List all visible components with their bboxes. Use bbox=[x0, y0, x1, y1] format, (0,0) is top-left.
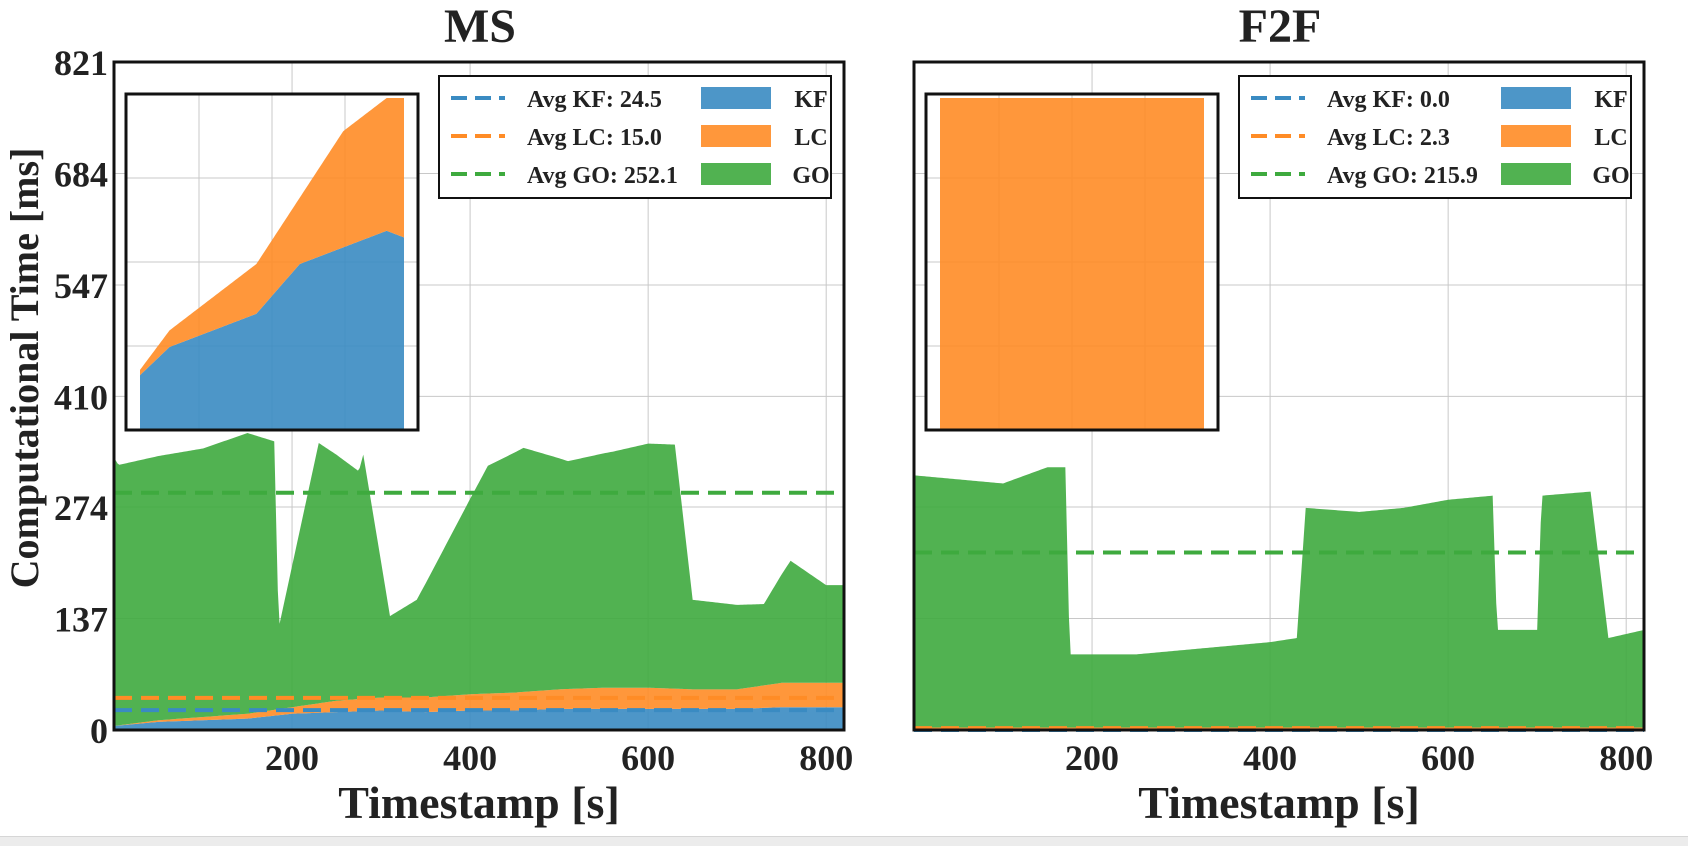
bottom-edge bbox=[0, 836, 1688, 846]
panel-ms: MS 0 137 274 410 547 684 821 200 400 600 800 Avg … bbox=[54, 0, 853, 828]
legend-series-label: GO bbox=[792, 163, 829, 189]
area-kf bbox=[114, 707, 844, 730]
legend-series-label: GO bbox=[1592, 163, 1629, 189]
legend-avg-label: Avg GO: 252.1 bbox=[527, 163, 678, 189]
y-tick-label: 547 bbox=[54, 266, 108, 306]
legend: Avg KF: 0.0 Avg LC: 2.3 Avg GO: 215.9 KF LC G… bbox=[1238, 75, 1632, 199]
x-tick-label: 200 bbox=[265, 738, 319, 778]
legend-avg-label: Avg KF: 0.0 bbox=[1327, 87, 1450, 113]
y-tick-label: 684 bbox=[54, 154, 108, 194]
legend-avg-label: Avg GO: 215.9 bbox=[1327, 163, 1478, 189]
inset-area-kf bbox=[140, 230, 404, 430]
x-tick-label: 600 bbox=[1421, 738, 1475, 778]
x-tick-labels: 200 400 600 800 bbox=[1065, 738, 1653, 778]
inset-zoom bbox=[124, 92, 420, 432]
legend-area-swatch bbox=[701, 87, 771, 109]
y-tick-label: 137 bbox=[54, 600, 108, 640]
x-axis-label: Timestamp [s] bbox=[1138, 777, 1420, 828]
legend-series-label: LC bbox=[794, 125, 827, 151]
area-go bbox=[114, 433, 844, 726]
x-tick-label: 400 bbox=[443, 738, 497, 778]
area-series bbox=[114, 433, 844, 730]
x-tick-label: 800 bbox=[799, 738, 853, 778]
x-tick-label: 800 bbox=[1599, 738, 1653, 778]
y-tick-labels: 0 137 274 410 547 684 821 bbox=[54, 43, 108, 751]
legend-avg-label: Avg LC: 2.3 bbox=[1327, 125, 1450, 151]
average-lines bbox=[114, 490, 844, 713]
legend-area-swatch bbox=[1501, 87, 1571, 109]
plot-frame bbox=[912, 60, 1646, 732]
x-tick-labels: 200 400 600 800 bbox=[265, 738, 853, 778]
legend-series-label: KF bbox=[794, 87, 827, 113]
legend-area-swatch bbox=[1501, 125, 1571, 147]
x-tick-label: 600 bbox=[621, 738, 675, 778]
y-tick-label: 410 bbox=[54, 377, 108, 417]
area-go bbox=[914, 467, 1644, 728]
x-axis-label: Timestamp [s] bbox=[338, 777, 620, 828]
legend-avg-label: Avg LC: 15.0 bbox=[527, 125, 662, 151]
legend-area-swatch bbox=[1501, 163, 1571, 185]
legend-series-label: KF bbox=[1594, 87, 1627, 113]
x-tick-label: 400 bbox=[1243, 738, 1297, 778]
legend-series-label: LC bbox=[1594, 125, 1627, 151]
inset-frame bbox=[124, 92, 420, 432]
panel-title: F2F bbox=[1239, 0, 1322, 53]
inset-zoom bbox=[924, 92, 1220, 432]
y-tick-label: 274 bbox=[54, 488, 108, 528]
legend-avg-label: Avg KF: 24.5 bbox=[527, 87, 662, 113]
inset-frame bbox=[924, 92, 1220, 432]
legend-area-swatch bbox=[701, 163, 771, 185]
x-tick-label: 200 bbox=[1065, 738, 1119, 778]
y-axis-label: Computational Time [ms] bbox=[2, 148, 47, 589]
panel-title: MS bbox=[444, 0, 516, 53]
y-tick-label: 821 bbox=[54, 43, 108, 83]
y-tick-label: 0 bbox=[90, 711, 108, 751]
inset-area-lc bbox=[140, 98, 404, 376]
area-lc bbox=[114, 682, 844, 726]
legend-area-swatch bbox=[701, 125, 771, 147]
legend: Avg KF: 24.5 Avg LC: 15.0 Avg GO: 252.1 KF L… bbox=[438, 75, 832, 199]
inset-area-lc bbox=[940, 98, 1204, 430]
plot-frame bbox=[112, 60, 846, 732]
